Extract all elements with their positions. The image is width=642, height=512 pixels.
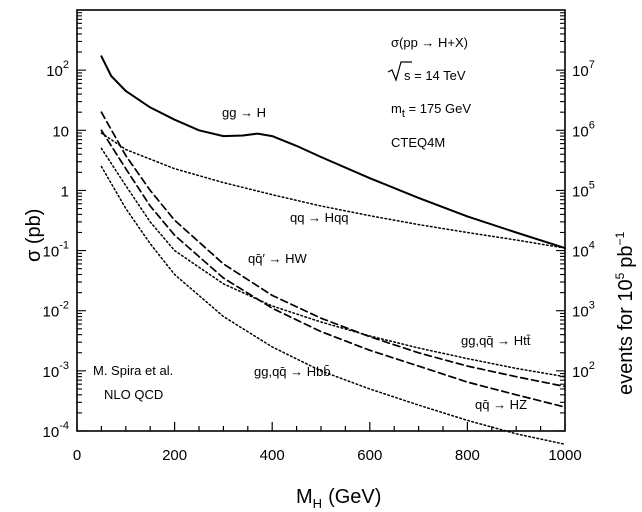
label-hw: qq̄′ → HW [248, 251, 308, 266]
y-tick-label-right: 102 [572, 360, 595, 381]
sqrt-sign-icon [387, 61, 412, 82]
y-tick-label-right: 103 [572, 300, 595, 321]
y-tick-label: 102 [46, 59, 69, 80]
x-tick-label: 200 [162, 447, 187, 464]
x-tick-label: 800 [455, 447, 480, 464]
y-tick-label: 10-4 [43, 420, 69, 441]
y-tick-label-right: 106 [572, 119, 595, 140]
series-line-2 [100, 132, 566, 249]
author-annotation: M. Spira et al. [93, 363, 173, 378]
y-tick-label-right: 105 [572, 179, 595, 200]
mt-annotation: mt = 175 GeV [391, 101, 471, 120]
label-htt: gg,qq̄ → Htt̄ [461, 333, 531, 348]
pdf-annotation: CTEQ4M [391, 135, 445, 150]
x-tick-label: 600 [357, 447, 382, 464]
series-layer [100, 55, 566, 446]
y-tick-label: 10-1 [43, 240, 69, 261]
series-line-6 [100, 165, 566, 446]
series-line-1 [100, 55, 566, 250]
svg-text:s = 14 TeV: s = 14 TeV [404, 68, 466, 83]
y-axis-right: 102 103 104 105 106 107 [556, 12, 595, 432]
x-axis-title: MH (GeV) [296, 486, 381, 511]
label-gg-h: gg → H [222, 105, 266, 120]
x-axis: 0 200 400 600 800 1000 [73, 422, 582, 464]
method-annotation: NLO QCD [104, 387, 163, 402]
y-tick-label: 10-2 [43, 300, 69, 321]
label-hz: qq̄ → HZ [475, 397, 527, 412]
y-tick-label: 1 [61, 183, 69, 200]
y-axis-title: σ (pb) [23, 209, 45, 262]
sqrt-s-annotation: s = 14 TeV [387, 61, 466, 83]
label-hbb: gg,qq̄ → Hbb̄ [254, 364, 331, 379]
series-line-3 [100, 111, 566, 388]
y-tick-label-right: 104 [572, 240, 595, 261]
x-tick-label: 0 [73, 447, 81, 464]
process-annotation: σ(pp → H+X) [391, 35, 468, 50]
y-axis-right-title: events for 105pb−1 [613, 231, 637, 395]
series-line-4 [100, 129, 566, 408]
y-tick-label: 10-3 [43, 360, 69, 381]
y-axis-left: 10-4 10-3 10-2 10-1 1 10 102 [43, 12, 86, 441]
x-tick-label: 1000 [548, 447, 581, 464]
y-tick-label-right: 107 [572, 59, 595, 80]
x-tick-label: 400 [260, 447, 285, 464]
series-line-5 [100, 147, 566, 378]
label-qq-hqq: qq → Hqq [290, 210, 349, 225]
y-tick-label: 10 [52, 123, 69, 140]
